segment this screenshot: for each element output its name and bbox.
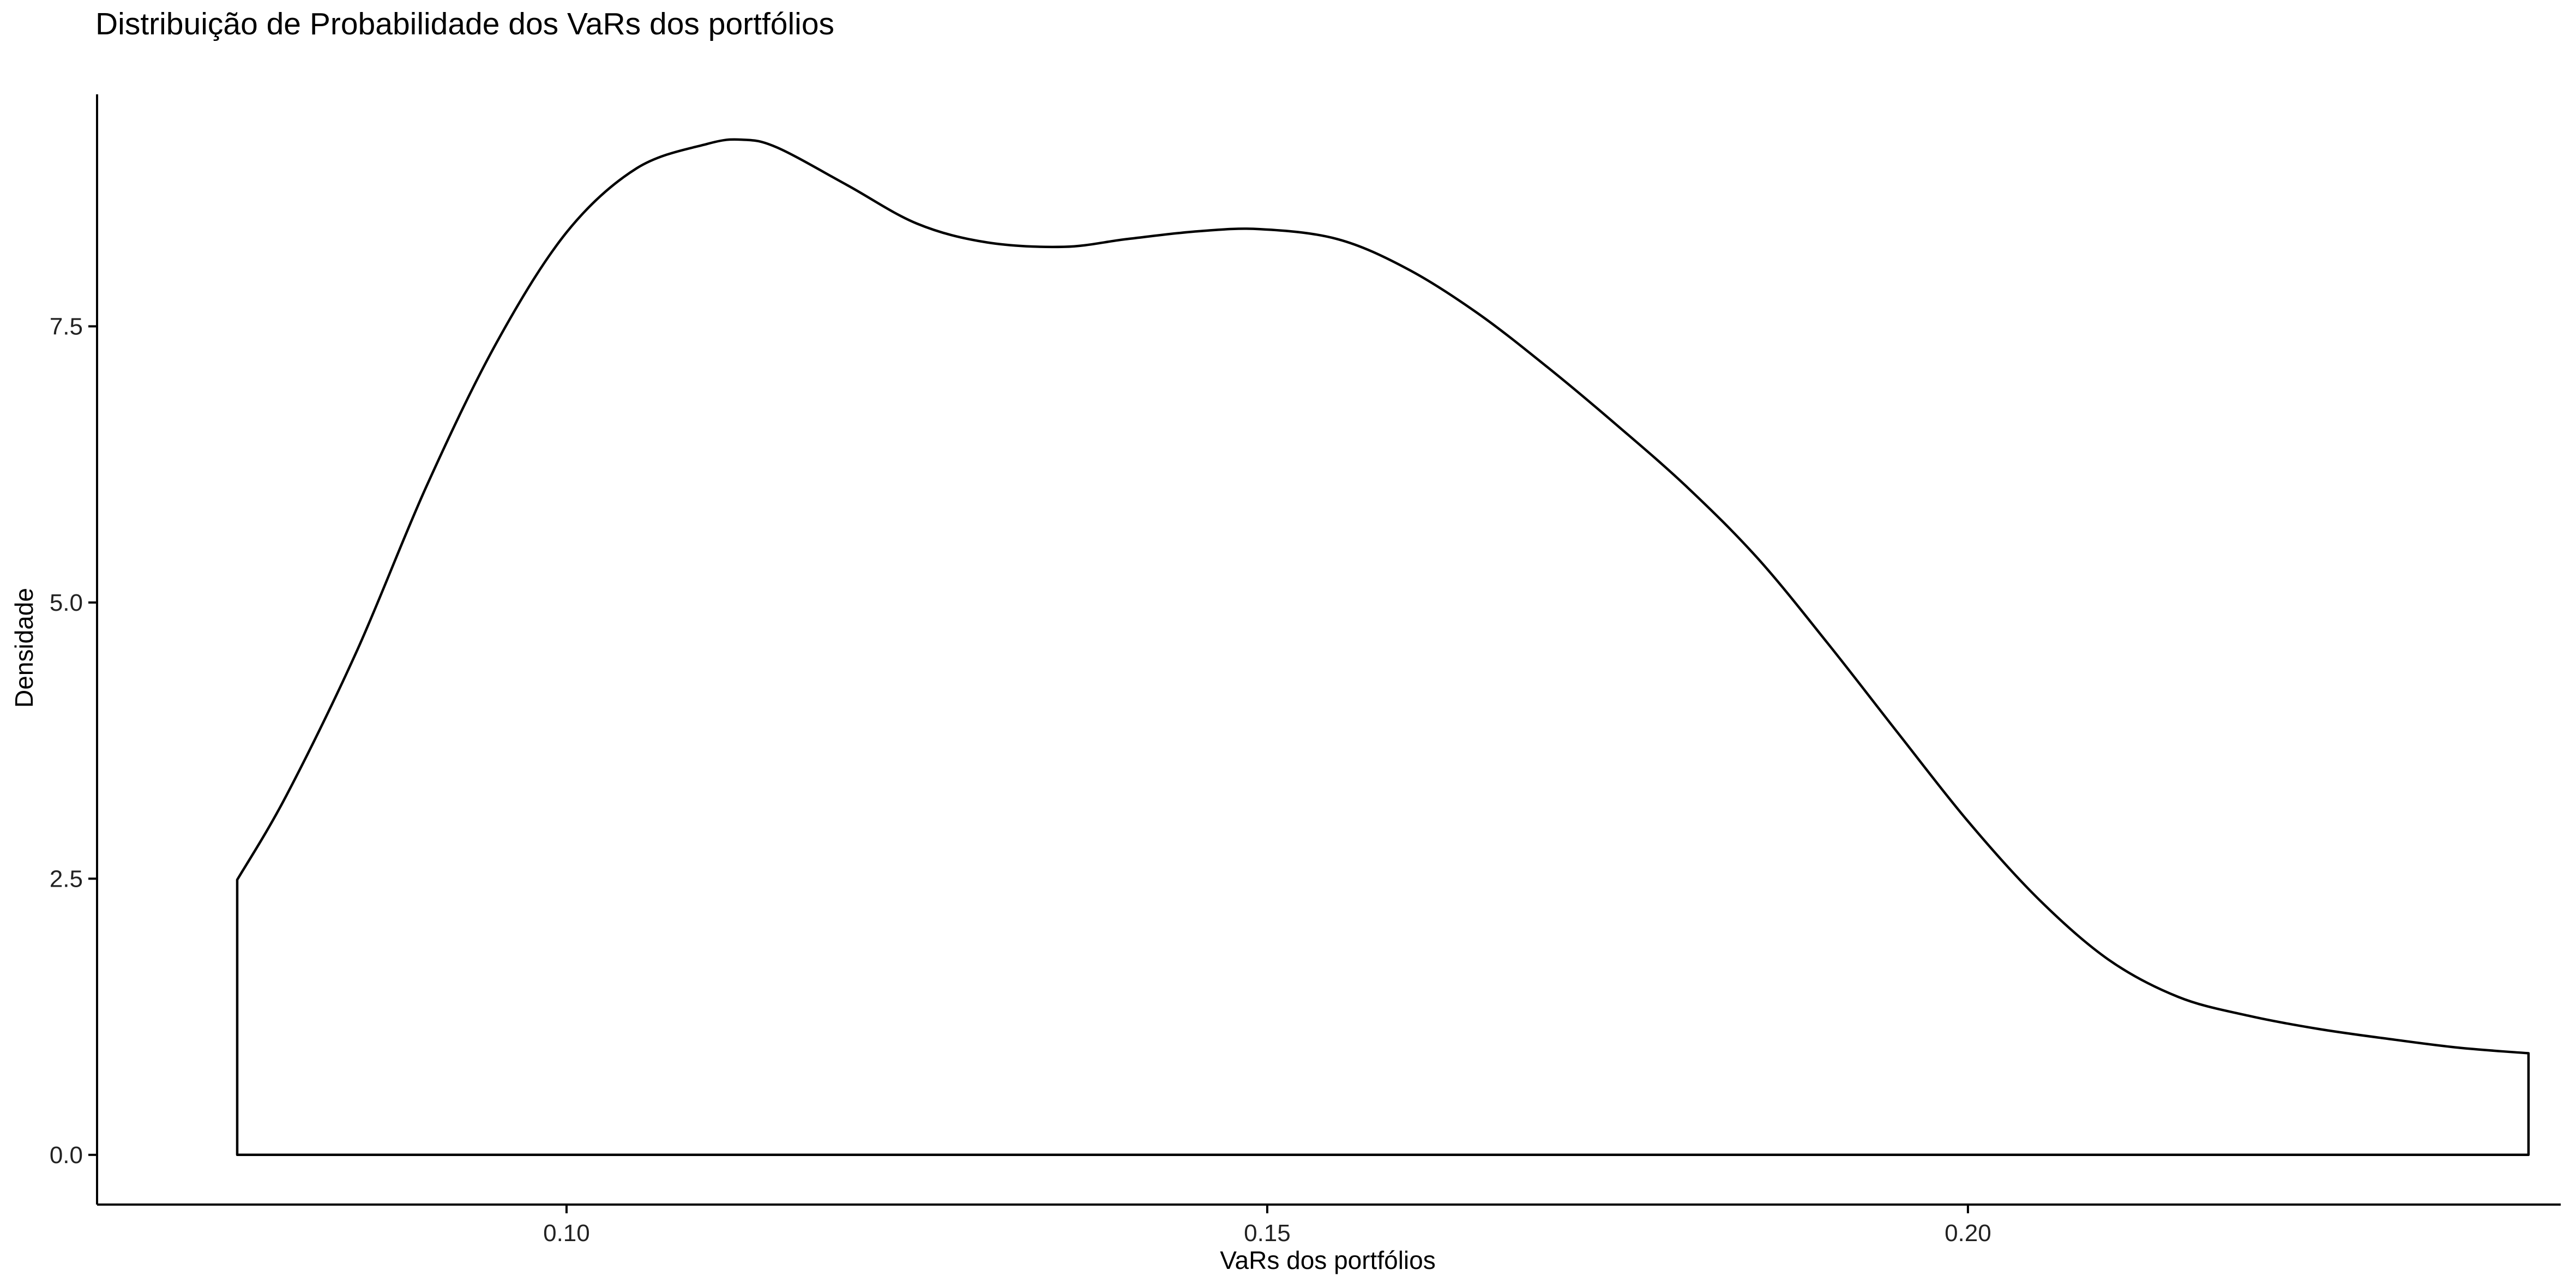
x-tick-label: 0.10 bbox=[543, 1220, 590, 1247]
y-axis-title: Densidade bbox=[10, 588, 38, 708]
y-tick-label: 2.5 bbox=[50, 865, 83, 892]
x-axis-title: VaRs dos portfólios bbox=[1220, 1246, 1435, 1274]
y-tick-label: 5.0 bbox=[50, 589, 83, 616]
x-tick-label: 0.15 bbox=[1244, 1220, 1291, 1247]
x-tick-label: 0.20 bbox=[1945, 1220, 1991, 1247]
y-tick-label: 7.5 bbox=[50, 313, 83, 340]
chart-title: Distribuição de Probabilidade dos VaRs d… bbox=[95, 7, 834, 41]
x-axis: 0.10 0.15 0.20 bbox=[97, 1203, 2561, 1247]
y-tick-label: 0.0 bbox=[50, 1142, 83, 1169]
density-curve-0 bbox=[236, 138, 2530, 1157]
plot-area bbox=[236, 138, 2530, 1157]
y-axis: 0.0 2.5 5.0 7.5 bbox=[50, 94, 98, 1205]
